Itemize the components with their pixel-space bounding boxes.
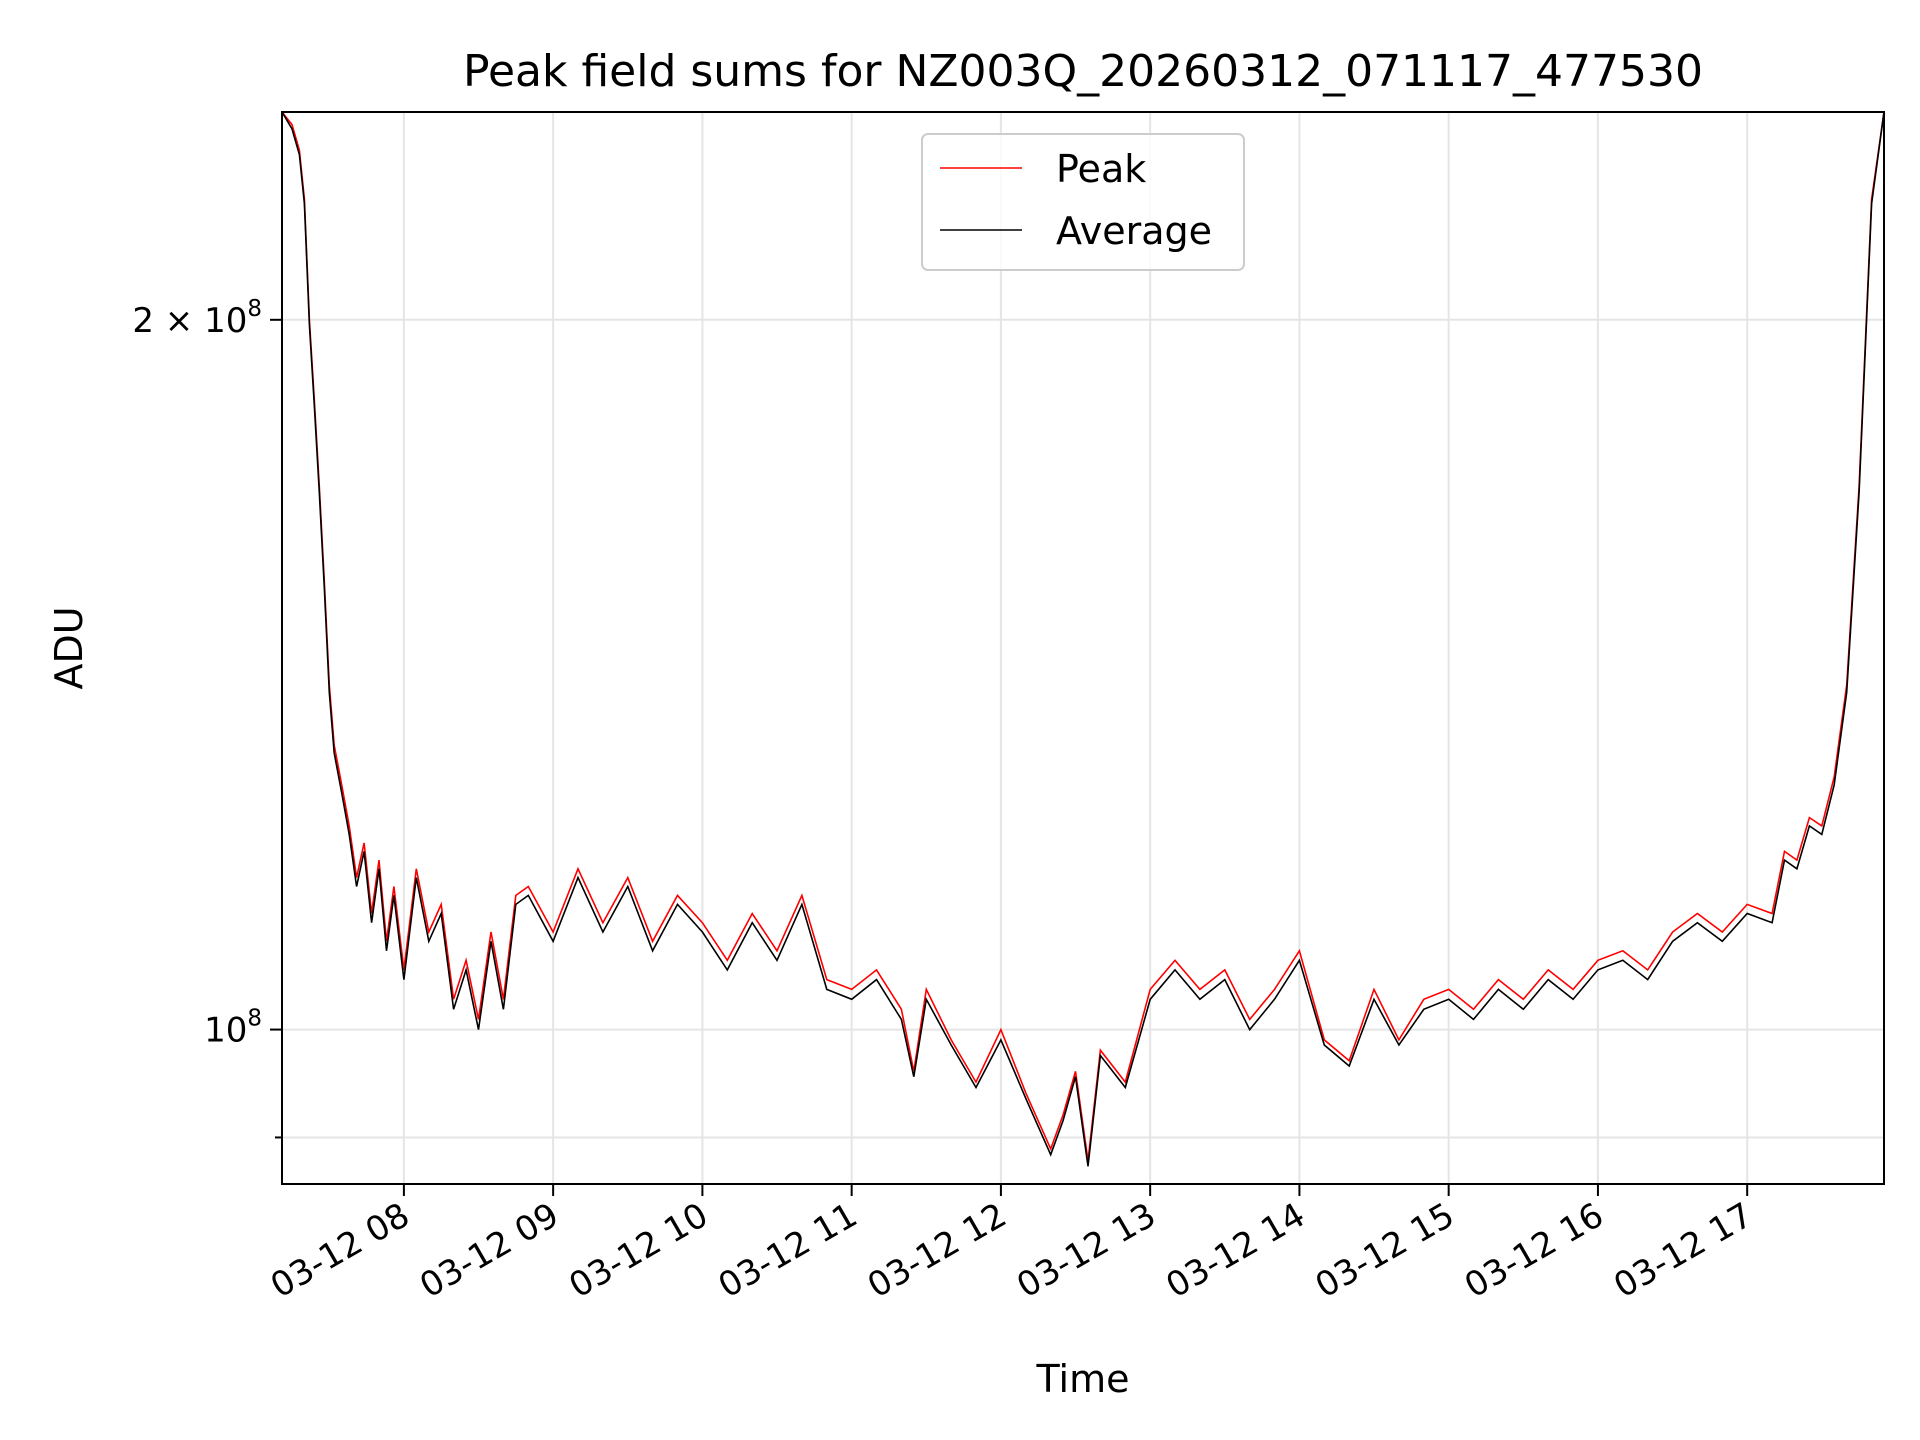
y-axis-label: ADU (47, 606, 91, 689)
legend-label-average: Average (1056, 209, 1212, 253)
grid-layer (282, 112, 1884, 1184)
series-peak-line (281, 111, 1885, 1161)
y-axis-ticks: 108 2 × 108 (132, 296, 282, 1139)
x-axis-label: Time (1036, 1357, 1130, 1401)
legend-label-peak: Peak (1056, 147, 1146, 191)
legend: Peak Average (921, 133, 1245, 271)
chart-title: Peak field sums for NZ003Q_20260312_0711… (463, 46, 1703, 97)
series-layer (281, 111, 1885, 1167)
y-tick-label: 2 × 108 (132, 296, 262, 341)
y-tick-label: 108 (204, 1006, 262, 1051)
series-average-line (281, 111, 1885, 1167)
plot-frame (281, 111, 1885, 1185)
